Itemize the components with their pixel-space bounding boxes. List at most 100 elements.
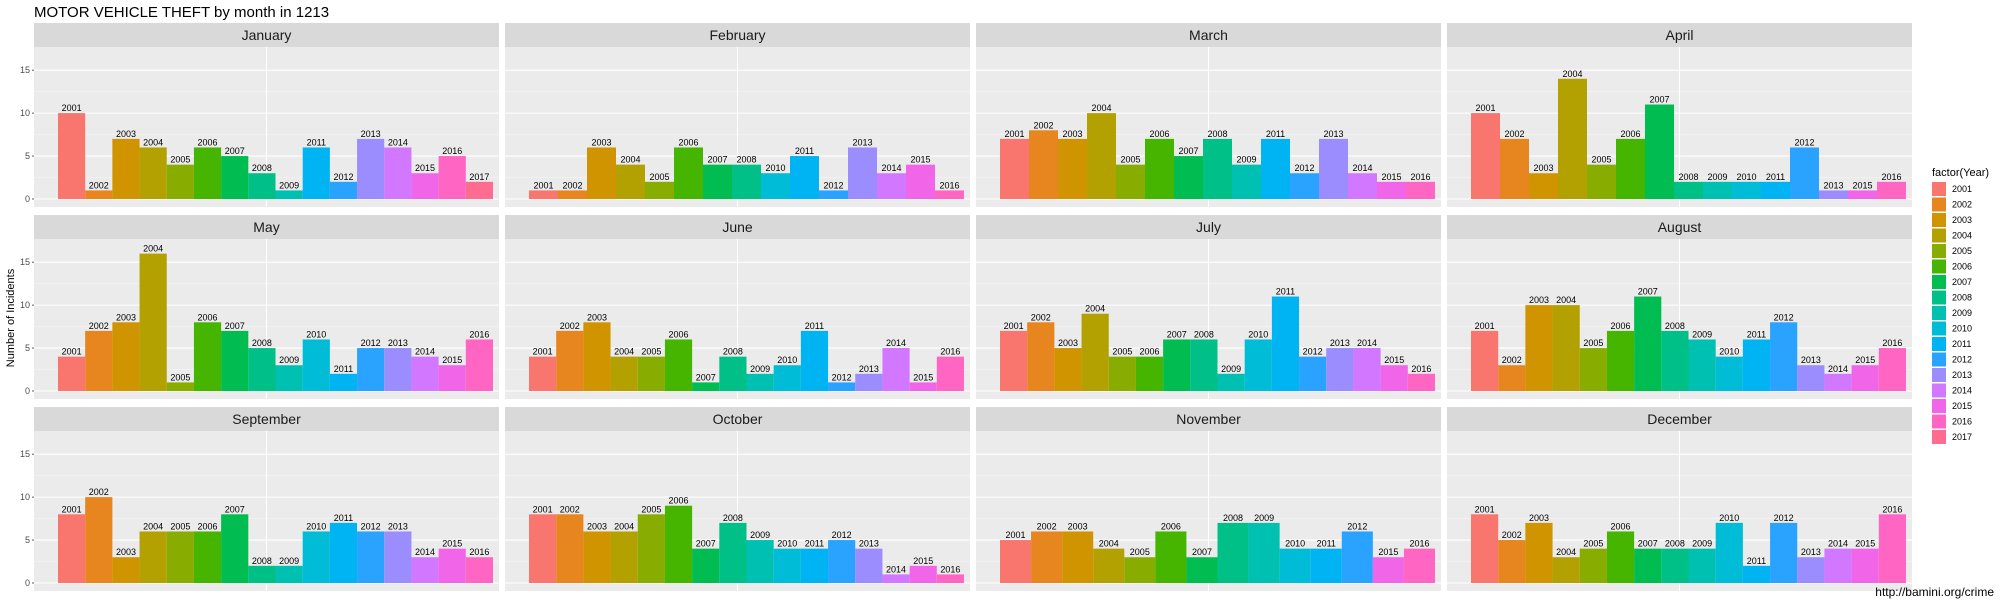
bar-label: 2016 [1881,172,1901,182]
bar-label: 2015 [910,155,930,165]
bar-june-2011 [800,330,829,391]
bar-label: 2006 [669,496,689,506]
bar-label: 2004 [620,155,640,165]
facet-march: March 2001 2002 2003 2004 2005 2006 2007 2008 200… [976,23,1441,207]
bar-label: 2012 [1794,137,1814,147]
facet-strip-label: April [1665,27,1693,43]
bar-december-2008 [1661,548,1689,583]
bar-label: 2001 [1004,321,1024,331]
facet-strip-label: January [242,27,292,43]
bar-label: 2002 [1037,521,1057,531]
bar-august-2008 [1661,330,1689,391]
facet-strip [1447,23,1912,47]
legend-label: 2014 [1952,386,1972,396]
bar-label: 2003 [1533,163,1553,173]
facet-strip-label: August [1658,219,1702,235]
bar-march-2004 [1087,113,1116,199]
bar-may-2006 [193,322,222,391]
bar-january-2003 [112,138,140,199]
bar-october-2001 [529,514,557,583]
bar-label: 2003 [1068,521,1088,531]
facet-strip [505,23,970,47]
bar-label: 2014 [1357,338,1377,348]
bar-label: 2009 [1692,329,1712,339]
bar-may-2012 [357,348,385,391]
legend-label: 2005 [1952,246,1972,256]
bar-october-2015 [909,565,937,583]
y-tick-label: 15 [20,449,30,459]
bar-april-2006 [1616,138,1645,199]
bar-february-2004 [616,164,645,199]
bar-july-2009 [1217,373,1245,391]
bar-january-2006 [193,147,222,199]
bar-label: 2002 [1504,129,1524,139]
bar-september-2002 [85,497,113,583]
bar-label: 2016 [442,146,462,156]
bar-may-2016 [465,339,493,391]
bar-april-2007 [1645,104,1674,199]
source-caption: http://bamini.org/crime [1875,585,1994,599]
bar-label: 2014 [388,137,408,147]
bar-label: 2011 [1747,329,1766,339]
bar-label: 2005 [170,372,190,382]
bar-label: 2010 [777,539,797,549]
bar-label: 2008 [252,163,272,173]
facet-strip [976,23,1441,47]
bar-label: 2015 [1381,172,1401,182]
bar-label: 2008 [252,556,272,566]
bar-label: 2002 [1502,530,1522,540]
bar-july-2008 [1190,339,1218,391]
legend-label: 2008 [1952,293,1972,303]
bar-label: 2005 [170,155,190,165]
bar-label: 2014 [1352,163,1372,173]
bar-july-2005 [1108,356,1136,391]
bar-label: 2002 [89,180,109,190]
bar-april-2003 [1529,173,1558,199]
bar-label: 2013 [1801,355,1821,365]
bar-may-2003 [112,322,140,391]
facet-november: November 2001 2002 2003 2004 2005 2006 2007 2008… [976,407,1441,591]
bar-december-2011 [1742,565,1771,583]
facet-strip [1447,407,1912,431]
legend-key-2009 [1932,306,1946,320]
bar-label: 2001 [533,180,553,190]
bar-july-2001 [1000,330,1028,391]
legend-label: 2009 [1952,308,1972,318]
bar-label: 2013 [388,521,408,531]
y-tick-label: 10 [20,108,30,118]
bar-label: 2003 [116,129,136,139]
bar-label: 2012 [1294,163,1314,173]
bar-august-2016 [1878,348,1906,391]
legend-key-2001 [1932,182,1946,196]
bar-label: 2005 [170,521,190,531]
bar-december-2013 [1797,557,1825,583]
bar-january-2012 [329,181,358,199]
y-tick-label: 5 [25,343,30,353]
bar-august-2012 [1770,322,1798,391]
bar-april-2011 [1761,181,1790,199]
facet-strip-label: May [253,219,279,235]
bar-label: 2016 [469,547,489,557]
bar-label: 2011 [1747,556,1766,566]
bar-label: 2001 [533,347,553,357]
bar-label: 2007 [225,321,245,331]
legend-label: 2006 [1952,262,1972,272]
bar-october-2012 [828,540,856,583]
bar-label: 2006 [1611,521,1631,531]
bar-september-2003 [112,557,140,583]
bar-january-2005 [166,164,194,199]
legend-label: 2001 [1952,184,1972,194]
bar-april-2001 [1471,113,1500,199]
bar-label: 2013 [388,338,408,348]
bar-label: 2004 [614,521,634,531]
bar-label: 2010 [1248,329,1268,339]
bar-may-2005 [166,382,194,391]
legend-label: 2016 [1952,417,1972,427]
bar-august-2001 [1471,330,1499,391]
bar-april-2016 [1877,181,1906,199]
bar-june-2007 [692,382,720,391]
legend-key-2013 [1932,368,1946,382]
bar-january-2011 [302,147,330,199]
facet-strip [34,23,499,47]
bar-march-2006 [1145,138,1174,199]
